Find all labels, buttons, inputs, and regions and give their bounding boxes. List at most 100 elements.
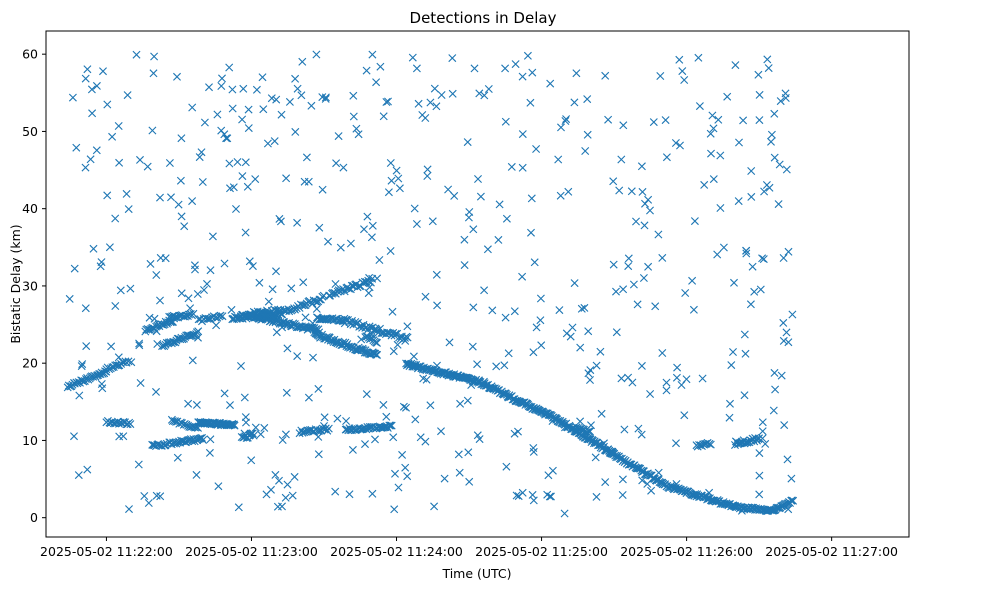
- data-point: [779, 254, 788, 262]
- data-point: [629, 280, 638, 289]
- data-point: [205, 83, 213, 92]
- data-point: [638, 187, 647, 196]
- data-point: [198, 178, 207, 186]
- data-point: [153, 340, 162, 348]
- data-point: [755, 471, 764, 480]
- data-point: [144, 499, 153, 507]
- data-point: [228, 104, 237, 113]
- data-point: [136, 155, 144, 164]
- data-point: [654, 230, 663, 239]
- data-point: [191, 265, 199, 274]
- data-point: [126, 284, 135, 293]
- data-point: [448, 54, 457, 63]
- data-point: [460, 261, 469, 270]
- data-point: [362, 390, 371, 399]
- data-point: [226, 401, 234, 410]
- y-tick-label: 10: [22, 433, 38, 448]
- data-point: [214, 482, 223, 491]
- data-point: [430, 502, 439, 511]
- data-point: [354, 130, 363, 139]
- data-point: [770, 109, 779, 118]
- data-point: [345, 318, 354, 326]
- data-point: [456, 399, 465, 408]
- data-point: [787, 474, 796, 483]
- data-point: [673, 363, 682, 372]
- data-point: [314, 450, 323, 459]
- data-point: [604, 115, 613, 124]
- data-point: [184, 294, 193, 303]
- data-point: [65, 294, 74, 303]
- marker-layer: [63, 50, 798, 518]
- data-point: [247, 456, 256, 465]
- data-point: [532, 145, 541, 153]
- data-point: [89, 244, 98, 253]
- data-point: [619, 121, 628, 130]
- data-point: [651, 302, 660, 311]
- data-point: [403, 472, 412, 481]
- data-point: [146, 259, 155, 268]
- data-point: [114, 122, 123, 130]
- data-point: [577, 424, 586, 433]
- data-point: [320, 422, 328, 430]
- data-point: [188, 356, 197, 365]
- data-point: [217, 126, 226, 135]
- data-point: [716, 204, 725, 212]
- data-point: [484, 85, 493, 93]
- data-point: [776, 97, 785, 106]
- data-point: [658, 253, 667, 262]
- data-point: [387, 421, 396, 430]
- data-point: [402, 403, 410, 412]
- data-point: [276, 217, 285, 226]
- data-point: [360, 225, 368, 234]
- data-point: [770, 153, 779, 162]
- data-point: [777, 371, 786, 380]
- data-point: [780, 421, 789, 430]
- data-point: [272, 95, 281, 104]
- data-point: [220, 389, 229, 398]
- data-point: [518, 163, 527, 172]
- data-point: [198, 433, 206, 442]
- data-point: [349, 112, 358, 121]
- data-point: [194, 423, 202, 432]
- data-point: [246, 430, 255, 439]
- data-point: [272, 267, 280, 276]
- data-point: [774, 200, 783, 209]
- data-point: [769, 406, 778, 415]
- data-point: [782, 328, 791, 337]
- data-point: [729, 348, 737, 356]
- data-point: [206, 266, 215, 275]
- data-point: [742, 249, 751, 258]
- data-point: [348, 445, 357, 454]
- data-point: [758, 434, 767, 443]
- data-point: [421, 114, 430, 122]
- data-point: [262, 490, 271, 499]
- data-point: [75, 391, 84, 400]
- data-point: [195, 153, 204, 162]
- data-point: [529, 348, 538, 357]
- data-point: [432, 270, 441, 279]
- data-point: [501, 64, 510, 73]
- data-point: [688, 276, 697, 285]
- data-point: [283, 344, 292, 353]
- data-point: [755, 449, 764, 458]
- data-point: [293, 84, 302, 93]
- data-point: [677, 381, 686, 389]
- data-point: [242, 418, 250, 427]
- data-point: [394, 483, 403, 492]
- data-point: [320, 413, 329, 422]
- data-point: [755, 90, 764, 99]
- data-point: [218, 74, 226, 83]
- data-point: [527, 194, 536, 203]
- data-point: [639, 274, 648, 282]
- data-point: [789, 496, 798, 505]
- data-point: [70, 264, 79, 273]
- data-point: [390, 505, 399, 514]
- data-point: [368, 221, 377, 230]
- data-point: [321, 93, 330, 102]
- data-point: [583, 428, 592, 437]
- data-point: [290, 472, 299, 481]
- data-point: [646, 206, 654, 215]
- data-point: [251, 175, 260, 184]
- data-point: [586, 376, 594, 384]
